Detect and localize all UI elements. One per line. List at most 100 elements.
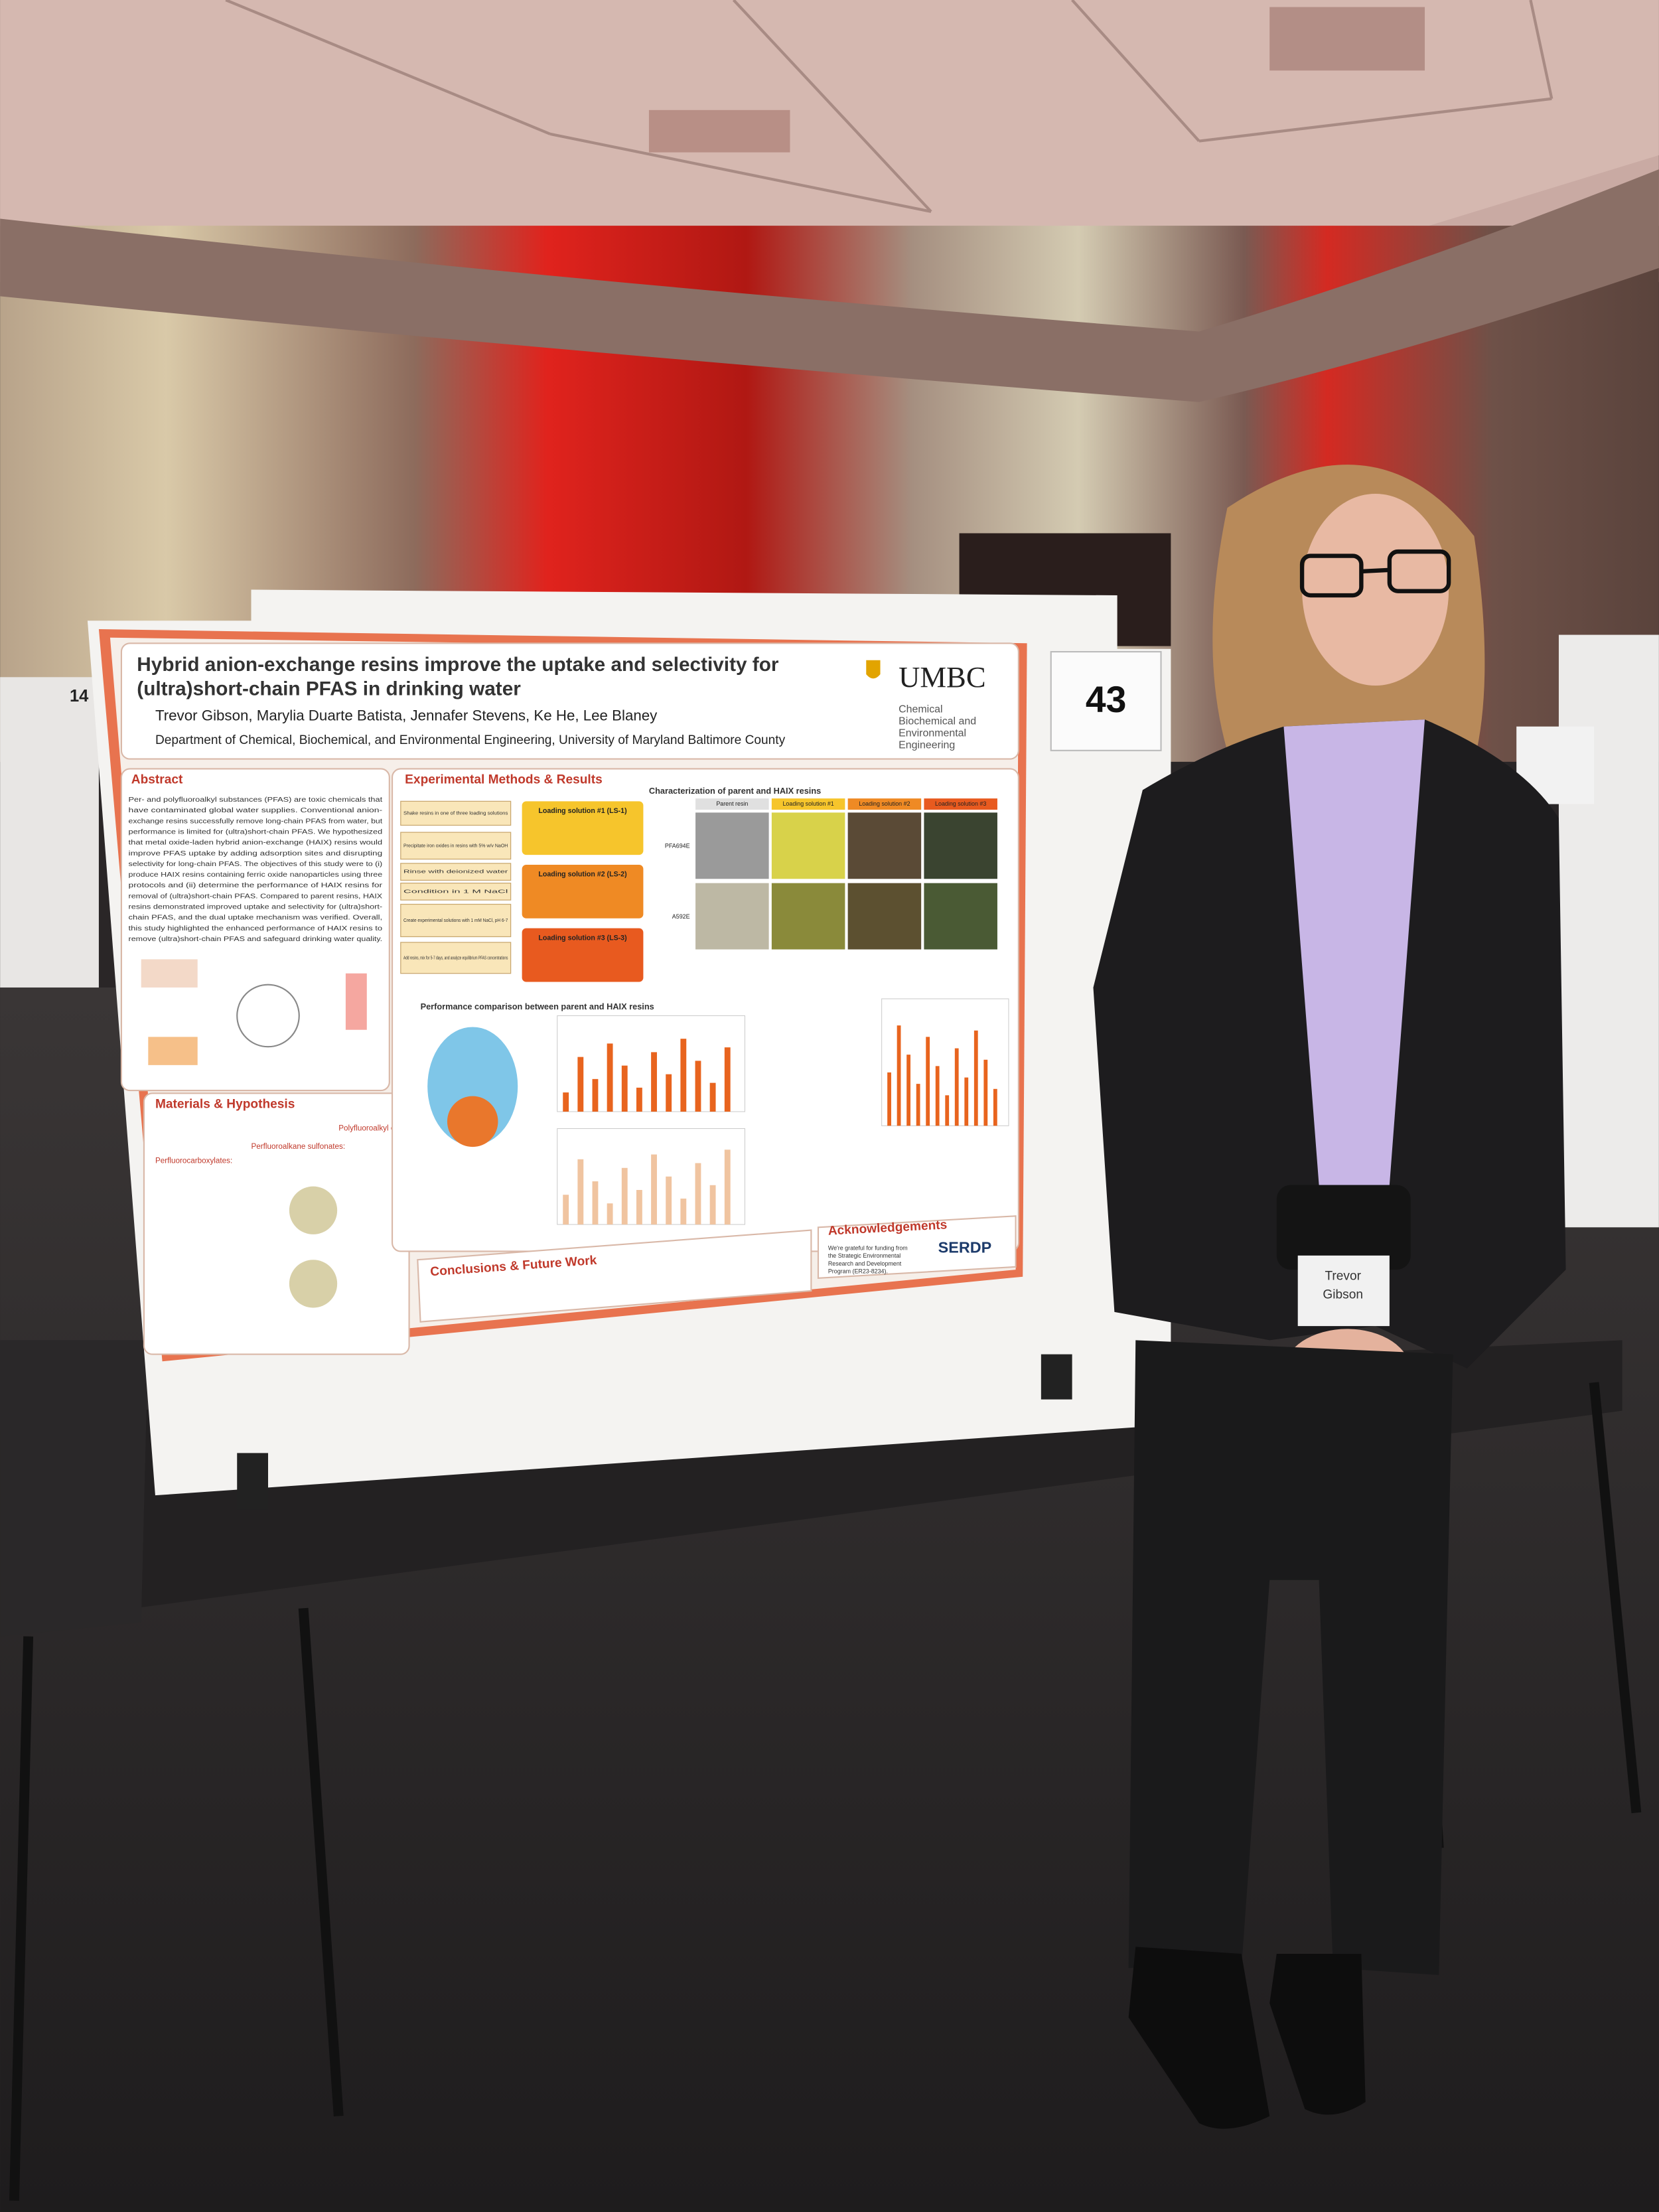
- abstract-line: improve PFAS uptake by adding adsorption…: [129, 850, 383, 857]
- figure-diagram: [289, 1260, 338, 1308]
- valance: [0, 169, 1659, 402]
- shoe: [1128, 1947, 1270, 2129]
- chart-bar: [577, 1057, 584, 1112]
- row-label: A592E: [672, 913, 690, 920]
- vent: [1269, 7, 1425, 71]
- resin-photo: [695, 812, 769, 879]
- resin-photo: [695, 883, 769, 950]
- ack-line: We're grateful for funding from: [828, 1245, 908, 1252]
- figure-diagram: [289, 1186, 338, 1234]
- step-text: Add resins, mix for 5-7 days, and analyz…: [403, 954, 508, 960]
- figure-box: [141, 959, 198, 988]
- placard-number: 43: [1086, 679, 1126, 720]
- abstract-line: have contaminated global water supplies.…: [129, 807, 383, 814]
- loading-title: Loading solution #2 (LS-2): [538, 871, 626, 879]
- chart-bar: [926, 1037, 930, 1126]
- resin-photo: [847, 812, 922, 879]
- step-text: Condition in 1 M NaCl: [403, 888, 508, 894]
- chart-bar: [993, 1088, 997, 1126]
- chart-bar: [945, 1095, 950, 1126]
- vent: [648, 110, 790, 153]
- badge-name: Trevor: [1325, 1270, 1361, 1284]
- resin-photo: [847, 883, 922, 950]
- abstract-line: selectivity for long-chain PFAS. The obj…: [129, 861, 383, 868]
- abstract-line: that metal oxide-laden hybrid anion-exch…: [129, 840, 383, 847]
- chart-bar: [563, 1092, 569, 1112]
- chart-bar: [724, 1149, 731, 1225]
- step-box: [400, 800, 512, 826]
- chart-bar: [935, 1066, 940, 1126]
- shirt: [1283, 719, 1425, 1185]
- abstract-line: Per- and polyfluoroalkyl substances (PFA…: [129, 796, 383, 804]
- chart-bar: [887, 1072, 891, 1126]
- column-header: [695, 798, 769, 810]
- chart-bar: [954, 1048, 959, 1126]
- ceiling-grid: [225, 0, 1553, 213]
- chart-bar: [916, 1084, 920, 1126]
- column-header: [924, 798, 997, 810]
- logo-line: Biochemical and: [899, 715, 976, 727]
- umbc-shield: [866, 660, 881, 679]
- lanyard-pouch: [1276, 1185, 1411, 1270]
- section-heading: Materials & Hypothesis: [155, 1097, 295, 1111]
- chart-bar: [651, 1052, 657, 1112]
- chart-bar: [897, 1025, 901, 1126]
- chart-bar: [636, 1190, 642, 1225]
- chart-bar: [621, 1167, 628, 1225]
- chart-bar: [636, 1087, 642, 1112]
- step-text: Precipitate iron oxides in resins with 5…: [403, 842, 508, 848]
- resin-photo: [924, 883, 997, 950]
- loading-box: [522, 865, 644, 919]
- row-label: PFA694E: [665, 843, 690, 849]
- name-badge: [1297, 1255, 1390, 1327]
- poster-title: Hybrid anion-exchange resins improve the…: [137, 654, 779, 676]
- chart-bar: [983, 1059, 988, 1126]
- column-label: Loading solution #1: [782, 800, 833, 807]
- abstract-line: remove (ultra)short-chain PFAS and safeg…: [129, 936, 383, 943]
- chart-bar: [607, 1043, 613, 1112]
- ack-line: Research and Development: [828, 1260, 902, 1267]
- poster-affiliation: Department of Chemical, Biochemical, and…: [155, 733, 786, 747]
- table-top: [0, 1340, 149, 1637]
- side-board: [1558, 634, 1659, 1228]
- method-steps: Shake resins in one of three loading sol…: [400, 800, 644, 982]
- clip: [237, 1453, 268, 1510]
- figure-diagram: [345, 973, 367, 1030]
- placard-number: 14: [70, 687, 89, 705]
- chart-bar: [709, 1082, 716, 1112]
- chart-bar: [695, 1163, 701, 1225]
- abstract-line: produce HAIX resins containing ferric ox…: [129, 871, 383, 879]
- abstract-line: removal of (ultra)short-chain PFAS. Comp…: [129, 893, 383, 900]
- step-text: Rinse with deionized water: [403, 869, 508, 875]
- chart-bar: [651, 1154, 657, 1225]
- abstract-line: resins demonstrated improved uptake and …: [129, 904, 383, 911]
- chart-bar: [666, 1074, 672, 1112]
- panel: [120, 768, 390, 1092]
- column-label: Parent resin: [716, 800, 748, 807]
- step-box: [400, 883, 512, 901]
- chart-bar: [592, 1078, 599, 1112]
- result-charts: [557, 998, 1009, 1225]
- subheading: Performance comparison between parent an…: [421, 1001, 654, 1011]
- chart-bar: [680, 1199, 687, 1225]
- chart-bar: [621, 1065, 628, 1112]
- abstract-line: this study highlighted the enhanced perf…: [129, 925, 383, 932]
- logo-line: Chemical: [899, 703, 942, 715]
- loading-title: Loading solution #3 (LS-3): [538, 934, 626, 942]
- chart-bar: [666, 1176, 672, 1225]
- chart-bar: [695, 1061, 701, 1112]
- resin-photo: [924, 812, 997, 879]
- resin-photos: Parent resin Loading solution #1 Loading s…: [665, 798, 997, 950]
- abstract: Per- and polyfluoroalkyl substances (PFA…: [129, 796, 383, 943]
- chart-bar: [906, 1055, 911, 1126]
- chart-bar: [974, 1030, 978, 1126]
- logo-line: Environmental: [899, 728, 966, 739]
- resin-photo: [771, 883, 845, 950]
- title-box: [120, 642, 1019, 760]
- step-text: Create experimental solutions with 1 mM …: [403, 917, 508, 923]
- ack-line: Program (ER23-8234).: [828, 1268, 888, 1275]
- step-box: [400, 832, 512, 860]
